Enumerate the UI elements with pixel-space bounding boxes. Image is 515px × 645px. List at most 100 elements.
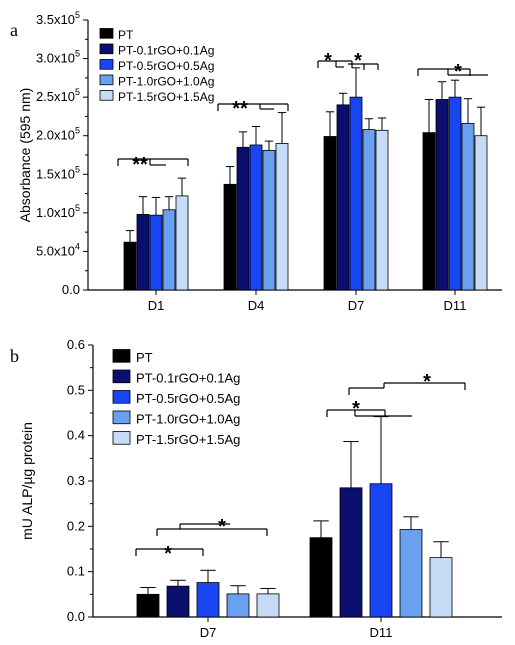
- legend-label: PT-1.0rGO+1.0Ag: [118, 75, 214, 89]
- bar-d7-series-1: [136, 593, 160, 618]
- y-tick-label: 0.2: [67, 518, 85, 533]
- y-tick-label: 0.0: [62, 282, 80, 297]
- bar-d1-series-1: [123, 241, 137, 291]
- chart-panel-b: b mU ALP/µg protein 0.0 0.1 0.2 0.3 0.4 0.5 0.6 D…: [10, 337, 502, 640]
- y-tick-label-base: 3.0x10: [36, 51, 75, 66]
- significance-star: *: [354, 50, 362, 72]
- bar-d7-series-4: [362, 129, 376, 291]
- y-tick-label-base: 1.0x10: [36, 205, 75, 220]
- x-tick-label: D7: [200, 625, 217, 640]
- legend-swatch: [112, 349, 131, 363]
- bar-d11-series-2: [435, 99, 449, 291]
- y-tick-label-base: 0.4: [67, 428, 85, 443]
- bar-d7-series-3: [196, 582, 220, 618]
- y-tick-label: 2.0x105: [36, 126, 80, 143]
- significance-star: *: [164, 543, 172, 565]
- legend-swatch: [112, 431, 131, 445]
- significance-star: *: [423, 371, 431, 393]
- y-tick-label-exponent: 5: [75, 126, 80, 136]
- panel-label: a: [10, 20, 18, 40]
- bar-d7-series-4: [226, 593, 250, 618]
- bar-d11-series-2: [339, 487, 363, 618]
- y-tick-label-base: 3.5x10: [36, 12, 75, 27]
- x-tick-label: D4: [248, 298, 265, 313]
- legend-swatch: [99, 28, 114, 39]
- y-tick-label: 5.0x104: [36, 241, 80, 258]
- y-tick-label: 0.4: [67, 428, 85, 443]
- legend-label: PT-0.5rGO+0.5Ag: [118, 59, 214, 73]
- y-tick-label-exponent: 5: [75, 203, 80, 213]
- significance-star: *: [324, 50, 332, 72]
- bar-d4-series-1: [223, 183, 237, 291]
- y-tick-label-exponent: 5: [75, 87, 80, 97]
- legend-label: PT: [118, 28, 134, 42]
- y-tick-label: 2.5x105: [36, 87, 80, 104]
- y-tick-label: 3.5x105: [36, 10, 80, 27]
- x-tick-label: D11: [370, 625, 393, 640]
- bar-d1-series-5: [175, 195, 189, 291]
- bar-d4-series-2: [236, 146, 250, 291]
- significance-star: *: [454, 61, 462, 83]
- bar-d7-series-1: [323, 136, 337, 291]
- y-tick-label-exponent: 4: [75, 241, 80, 251]
- y-tick-label-base: 0.1: [67, 564, 85, 579]
- y-tick-label-base: 2.5x10: [36, 89, 75, 104]
- bar-d7-series-3: [349, 96, 363, 291]
- y-tick-label: 1.5x105: [36, 164, 80, 181]
- y-tick-label: 3.0x105: [36, 49, 80, 66]
- y-tick-label-base: 0.2: [67, 518, 85, 533]
- legend-label: PT-1.5rGO+1.5Ag: [136, 432, 240, 447]
- y-tick-label: 0.0: [67, 609, 85, 624]
- y-tick-label-exponent: 5: [75, 49, 80, 59]
- legend-label: PT-1.5rGO+1.5Ag: [118, 90, 214, 104]
- legend-swatch: [99, 74, 114, 86]
- x-tick-label: D7: [348, 298, 365, 313]
- legend-swatch: [112, 390, 131, 404]
- panel-label: b: [10, 346, 19, 366]
- bar-d7-series-2: [166, 585, 190, 618]
- legend-label: PT-1.0rGO+1.0Ag: [136, 412, 240, 427]
- y-tick-label-base: 0.5: [67, 382, 85, 397]
- bar-d7-series-5: [375, 129, 389, 291]
- bar-d7-series-2: [336, 104, 350, 291]
- significance-star: **: [232, 98, 248, 120]
- legend-swatch: [99, 90, 114, 101]
- y-tick-label-base: 0.3: [67, 473, 85, 488]
- legend-swatch: [112, 369, 131, 384]
- bar-d11-series-1: [422, 132, 436, 291]
- y-tick-label: 1.0x105: [36, 203, 80, 220]
- legend-label: PT-0.1rGO+0.1Ag: [118, 44, 214, 58]
- y-tick-label: 0.1: [67, 564, 85, 579]
- bar-d11-series-5: [474, 135, 488, 291]
- y-tick-label: 0.6: [67, 337, 85, 352]
- y-tick-label-base: 2.0x10: [36, 128, 75, 143]
- legend-label: PT: [136, 350, 153, 365]
- bar-d1-series-2: [136, 213, 150, 291]
- bar-d1-series-3: [149, 214, 163, 291]
- legend-swatch: [99, 43, 114, 55]
- y-tick-label-exponent: 5: [75, 10, 80, 20]
- bar-d11-series-3: [448, 96, 462, 291]
- x-tick-label: D1: [148, 298, 165, 313]
- y-tick-label-base: 0.6: [67, 337, 85, 352]
- y-axis-title: Absorbance (595 nm): [17, 88, 33, 223]
- x-tick-label: D11: [444, 298, 467, 313]
- bar-d11-series-4: [461, 122, 475, 291]
- bar-d11-series-1: [309, 537, 333, 618]
- significance-star: *: [352, 398, 360, 420]
- significance-star: **: [132, 154, 148, 176]
- bar-d4-series-4: [262, 149, 276, 291]
- legend-label: PT-0.5rGO+0.5Ag: [136, 391, 240, 406]
- legend-swatch: [112, 410, 131, 425]
- legend-swatch: [99, 59, 114, 70]
- significance-star: *: [218, 516, 226, 538]
- y-tick-label-base: 1.5x10: [36, 166, 75, 181]
- y-tick-label-base: 5.0x10: [36, 243, 75, 258]
- y-axis-title: mU ALP/µg protein: [19, 422, 35, 540]
- bar-d7-series-5: [256, 593, 280, 618]
- bar-d4-series-3: [249, 144, 263, 291]
- legend-label: PT-0.1rGO+0.1Ag: [136, 371, 240, 386]
- y-tick-label-exponent: 5: [75, 164, 80, 174]
